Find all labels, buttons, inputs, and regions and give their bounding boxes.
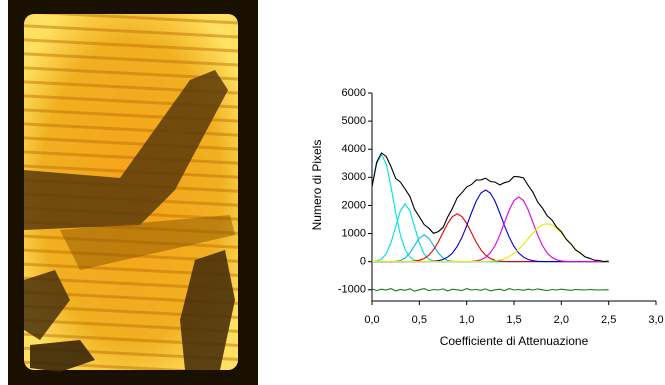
y-tick-label: 3000 <box>342 171 366 183</box>
y-axis-label: Numero di Pixels <box>310 140 324 231</box>
x-tick-label: 2,5 <box>601 314 616 326</box>
y-tick-label: 2000 <box>342 199 366 211</box>
series-line <box>371 152 609 263</box>
series-line <box>372 234 609 263</box>
x-tick-label: 2,0 <box>554 314 569 326</box>
x-tick-label: 1,0 <box>459 314 474 326</box>
scan-image <box>8 0 258 385</box>
y-tick-label: 6000 <box>342 87 366 99</box>
x-tick-label: 1,5 <box>506 314 521 326</box>
series-line <box>372 189 609 263</box>
y-tick-label: 4000 <box>342 143 366 155</box>
y-tick-label: -1000 <box>338 284 366 296</box>
y-tick-label: 0 <box>360 256 366 268</box>
series-line <box>371 288 609 292</box>
x-tick-label: 0,5 <box>412 314 427 326</box>
y-tick-label: 5000 <box>342 115 366 127</box>
series-line <box>372 213 609 263</box>
x-tick-label: 3,0 <box>648 314 663 326</box>
x-axis-label: Coefficiente di Attenuazione <box>440 334 589 348</box>
y-tick-label: 1000 <box>342 227 366 239</box>
x-tick-label: 0,0 <box>364 314 379 326</box>
